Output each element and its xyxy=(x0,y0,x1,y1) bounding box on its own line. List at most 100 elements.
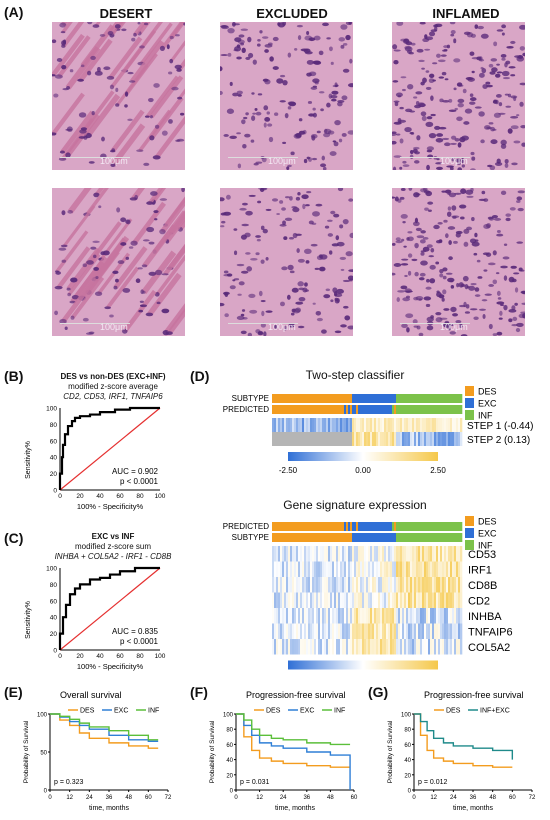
gene-cell xyxy=(380,561,383,577)
predicted-row-cell xyxy=(438,405,441,414)
scale-label: 100μm xyxy=(100,156,128,166)
subtype-row-2-cell xyxy=(426,533,429,542)
predicted-row-cell xyxy=(440,405,443,414)
gene-cell xyxy=(298,561,301,577)
gene-cell xyxy=(390,608,393,624)
gene-cell xyxy=(354,546,357,562)
predicted-row-2-cell xyxy=(350,522,353,531)
gene-cell xyxy=(390,561,393,577)
gene-cell xyxy=(398,592,401,608)
step1-cell xyxy=(424,418,427,432)
roc-b-title: DES vs non-DES (EXC+INF) xyxy=(60,372,166,381)
step1-cell xyxy=(336,418,339,432)
subtype-row-2-cell xyxy=(428,533,431,542)
gene-cell xyxy=(290,561,293,577)
step2-cell xyxy=(388,432,391,446)
gene-cell xyxy=(334,561,337,577)
gene-cell xyxy=(324,623,327,639)
gene-cell xyxy=(288,639,291,655)
predicted-row-cell xyxy=(400,405,403,414)
predicted-row-2-cell xyxy=(454,522,457,531)
gene-cell xyxy=(280,608,283,624)
colorbar-bottom xyxy=(288,660,438,670)
gene-cell xyxy=(444,623,447,639)
gene-cell xyxy=(408,623,411,639)
step2-cell xyxy=(304,432,307,446)
gene-cell xyxy=(442,623,445,639)
step1-cell xyxy=(292,418,295,432)
scale-bar xyxy=(60,323,130,324)
gene-cell xyxy=(430,577,433,593)
gene-cell xyxy=(298,623,301,639)
gene-cell xyxy=(348,608,351,624)
predicted-row-cell xyxy=(318,405,321,414)
predicted-row-cell xyxy=(358,405,361,414)
gene-cell xyxy=(404,592,407,608)
gene-cell xyxy=(418,561,421,577)
gene-cell xyxy=(356,546,359,562)
gene-cell xyxy=(328,623,331,639)
subtype-row-2-cell xyxy=(436,533,439,542)
predicted-row-2-cell xyxy=(380,522,383,531)
km-p-value: p = 0.323 xyxy=(54,779,83,786)
gene-cell xyxy=(422,592,425,608)
gene-cell xyxy=(458,577,461,593)
subtype-row-cell xyxy=(336,394,339,403)
gene-cell xyxy=(278,623,281,639)
histology-image-desert-2: 100μm xyxy=(52,188,185,336)
km-legend-des: DES xyxy=(446,708,461,715)
step1-cell xyxy=(446,418,449,432)
gene-cell xyxy=(338,639,341,655)
gene-cell xyxy=(338,577,341,593)
step2-cell xyxy=(320,432,323,446)
gene-cell xyxy=(330,639,333,655)
scale-bar xyxy=(228,323,298,324)
gene-cell xyxy=(330,577,333,593)
gene-cell xyxy=(302,577,305,593)
gene-cell xyxy=(338,608,341,624)
gene-cell xyxy=(388,577,391,593)
gene-cell xyxy=(460,623,463,639)
step2-cell xyxy=(312,432,315,446)
step1-cell xyxy=(340,418,343,432)
gene-cell xyxy=(454,592,457,608)
gene-cell xyxy=(448,546,451,562)
subtype-row-cell xyxy=(386,394,389,403)
gene-cell xyxy=(398,561,401,577)
gene-cell xyxy=(428,623,431,639)
step1-cell xyxy=(344,418,347,432)
gene-cell xyxy=(350,592,353,608)
step2-cell xyxy=(284,432,287,446)
gene-cell xyxy=(360,623,363,639)
predicted-row-2-cell xyxy=(296,522,299,531)
gene-cell xyxy=(304,608,307,624)
step2-cell xyxy=(380,432,383,446)
predicted-row-cell xyxy=(432,405,435,414)
gene-cell xyxy=(318,623,321,639)
gene-cell xyxy=(428,639,431,655)
gene-cell xyxy=(310,561,313,577)
panel-label-c: (C) xyxy=(4,530,24,546)
gene-cell xyxy=(366,639,369,655)
gene-cell xyxy=(340,561,343,577)
subtype-row-cell xyxy=(452,394,455,403)
gene-cell xyxy=(424,577,427,593)
gene-cell xyxy=(374,577,377,593)
step2-cell xyxy=(420,432,423,446)
gene-cell xyxy=(436,577,439,593)
gene-cell xyxy=(412,546,415,562)
predicted-row-2-cell xyxy=(452,522,455,531)
roc-b-auc: AUC = 0.902 xyxy=(112,467,159,476)
gene-cell xyxy=(276,577,279,593)
km-x-tick: 36 xyxy=(303,795,310,801)
gene-cell xyxy=(362,608,365,624)
subtype-row-2-cell xyxy=(418,533,421,542)
gene-cell xyxy=(376,623,379,639)
subtype-row-cell xyxy=(292,394,295,403)
gene-cell xyxy=(294,577,297,593)
subtype-row-cell xyxy=(288,394,291,403)
gene-cell xyxy=(398,639,401,655)
gene-cell xyxy=(402,592,405,608)
km-title: Overall survival xyxy=(60,690,122,700)
gene-cell xyxy=(370,639,373,655)
